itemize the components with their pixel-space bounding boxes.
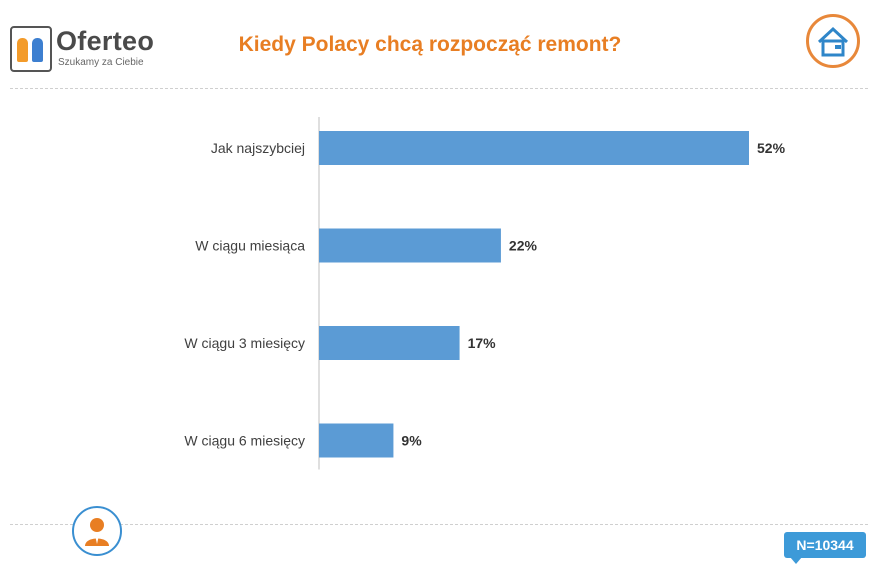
category-label: W ciągu 3 miesięcy: [184, 335, 305, 351]
data-label: 9%: [401, 433, 422, 449]
chart-title: Kiedy Polacy chcą rozpocząć remont?: [238, 33, 622, 56]
category-label: Jak najszybciej: [211, 140, 305, 156]
bar: [319, 228, 501, 263]
logo-people-icon: [10, 26, 52, 72]
sample-size-badge: N=10344: [784, 532, 866, 564]
top-divider: [10, 88, 868, 89]
bar: [319, 423, 394, 458]
data-label: 22%: [509, 238, 538, 254]
bar: [319, 131, 749, 165]
oferteo-logo: Oferteo Szukamy za Ciebie: [10, 26, 180, 72]
data-label: 52%: [757, 140, 786, 156]
category-label: W ciągu miesiąca: [195, 238, 305, 254]
bar: [319, 326, 460, 360]
category-label: W ciągu 6 miesięcy: [184, 433, 305, 449]
brand-tagline: Szukamy za Ciebie: [58, 57, 144, 68]
data-label: 17%: [468, 335, 497, 351]
person-icon: [72, 506, 122, 556]
house-icon: [806, 14, 860, 68]
brand-name: Oferteo: [56, 26, 155, 56]
bottom-divider: [10, 524, 868, 525]
